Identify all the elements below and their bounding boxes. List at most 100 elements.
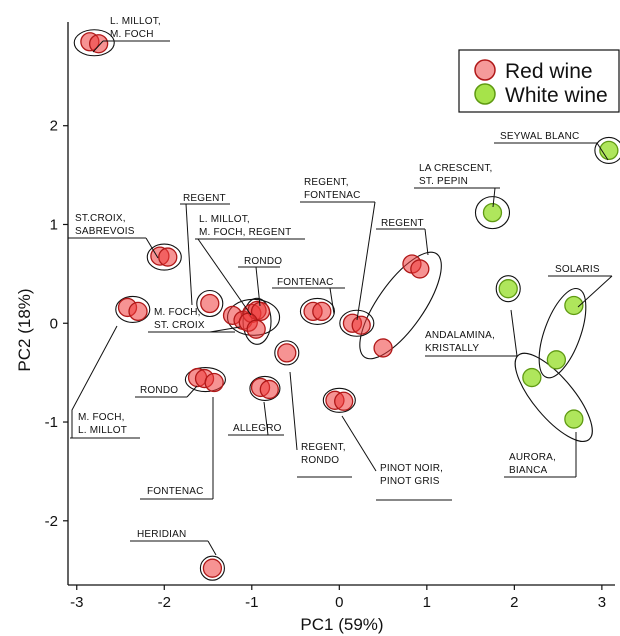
- annotation-leader-line: [289, 371, 298, 451]
- annotation: FONTENAC: [272, 277, 345, 315]
- annotation: SOLARIS: [548, 264, 613, 308]
- annotation: LA CRESCENT, ST. PEPIN: [414, 163, 500, 208]
- white-wine-point: [564, 409, 584, 429]
- red-wine-point: [410, 259, 430, 279]
- annotation-label: M. FOCH,: [78, 412, 125, 423]
- annotation: HERIDIAN: [130, 529, 217, 556]
- cluster-ellipse: [299, 297, 335, 325]
- cluster-ellipse: [538, 287, 587, 379]
- annotation-leader-line: [197, 238, 252, 316]
- annotation-leader-line: [577, 275, 613, 308]
- y-tick-label: -2: [45, 513, 58, 530]
- annotation-label: PINOT GRIS: [380, 476, 440, 487]
- annotation-label: REGENT,: [301, 442, 346, 453]
- annotation-leader-line: [207, 540, 217, 556]
- white-wine-point: [599, 140, 619, 161]
- red-wine-point: [204, 372, 224, 393]
- annotation: REGENT: [376, 218, 429, 256]
- annotation-label: ALLEGRO: [233, 423, 282, 434]
- x-tick-label: -2: [158, 594, 171, 611]
- cluster-ellipse: [115, 295, 151, 323]
- annotation: FONTENAC: [140, 397, 214, 500]
- annotation: PINOT NOIR, PINOT GRIS: [341, 415, 452, 501]
- legend-white-wine-label: White wine: [505, 84, 608, 107]
- annotation: REGENT, FONTENAC: [300, 177, 376, 321]
- annotation-label: SOLARIS: [555, 264, 600, 275]
- annotation-label: LA CRESCENT,: [419, 163, 493, 174]
- red-wine-point: [351, 315, 371, 335]
- red-wine-point: [259, 379, 279, 400]
- annotation: RONDO: [238, 256, 282, 307]
- cluster-ellipse: [199, 555, 225, 581]
- annotation-label: KRISTALLY: [425, 343, 479, 354]
- cluster-ellipse: [196, 289, 224, 318]
- annotation-label: BIANCA: [509, 465, 548, 476]
- red-wine-point: [88, 34, 109, 54]
- red-wine-point: [277, 343, 297, 363]
- y-tick-label: 1: [50, 216, 58, 233]
- axes: -3 -2 -1 0 1 2 3 -2 -1 0 1 2: [45, 22, 615, 611]
- annotation-leader-line: [185, 203, 193, 306]
- x-tick-label: 2: [510, 594, 518, 611]
- annotation-leader-line: [596, 142, 609, 161]
- annotation: ANDALAMINA, KRISTALLY: [425, 309, 518, 357]
- annotation-label: REGENT: [183, 193, 226, 204]
- legend-red-wine-marker: [474, 59, 496, 81]
- annotation-leader-line: [510, 309, 518, 357]
- white-wine-point: [482, 202, 503, 223]
- annotation: L. MILLOT, M. FOCH: [92, 16, 170, 53]
- white-wine-point: [564, 295, 584, 316]
- annotation: M. FOCH, ST. CROIX: [148, 307, 241, 333]
- cluster-ellipse: [146, 243, 182, 271]
- annotation-label: PINOT NOIR,: [380, 463, 443, 474]
- annotation: RONDO: [135, 385, 198, 398]
- annotation-label: REGENT: [381, 218, 424, 229]
- annotation-leader-line: [341, 415, 377, 472]
- annotation-label: M. FOCH: [110, 29, 154, 40]
- y-tick-label: -1: [45, 414, 58, 431]
- cluster-ellipse: [274, 340, 300, 366]
- annotation-label: L. MILLOT: [78, 425, 127, 436]
- annotation-label: ST.CROIX,: [75, 213, 126, 224]
- annotation: REGENT: [180, 193, 230, 306]
- red-wine-point: [128, 301, 148, 322]
- annotation: L. MILLOT, M. FOCH, REGENT: [195, 214, 305, 316]
- annotation-leader-line: [209, 326, 241, 333]
- legend-red-wine-label: Red wine: [505, 60, 593, 83]
- red-wine-point: [246, 319, 266, 339]
- annotation-leader-line: [145, 237, 159, 259]
- annotation-leader-line: [255, 266, 261, 307]
- annotation-leader-line: [492, 187, 496, 208]
- annotation-label: ST. CROIX: [154, 320, 205, 331]
- red-wine-point: [334, 391, 354, 411]
- y-tick-label: 0: [50, 315, 58, 332]
- data-points: [80, 32, 619, 578]
- annotation-label: ANDALAMINA,: [425, 330, 495, 341]
- annotation: AURORA, BIANCA: [504, 432, 577, 478]
- white-wine-point: [546, 350, 567, 370]
- legend-white-wine-marker: [474, 83, 496, 105]
- annotation-label: AURORA,: [509, 452, 556, 463]
- cluster-ellipse: [359, 251, 442, 360]
- cluster-ellipse: [594, 136, 620, 164]
- annotation-label: L. MILLOT,: [110, 16, 161, 27]
- cluster-ellipse: [514, 352, 593, 442]
- annotation: SEYWAL BLANC: [494, 131, 609, 161]
- annotation-leader-line: [263, 401, 269, 436]
- x-tick-label: -1: [245, 594, 258, 611]
- x-tick-label: 0: [335, 594, 343, 611]
- y-axis-label: PC2 (18%): [15, 288, 34, 371]
- annotation-leader-line: [92, 40, 104, 53]
- cluster-ellipse: [339, 309, 375, 337]
- annotation-label: RONDO: [301, 455, 339, 466]
- legend: Red wine White wine: [458, 49, 620, 113]
- red-wine-point: [158, 247, 178, 267]
- annotation: M. FOCH, L. MILLOT: [70, 325, 140, 439]
- annotation: ST.CROIX, SABREVOIS: [68, 213, 159, 259]
- red-wine-point: [202, 558, 223, 578]
- cluster-ellipse: [322, 387, 356, 413]
- x-tick-label: -3: [70, 594, 83, 611]
- annotation-leader-line: [329, 287, 335, 315]
- red-wine-point: [200, 293, 220, 314]
